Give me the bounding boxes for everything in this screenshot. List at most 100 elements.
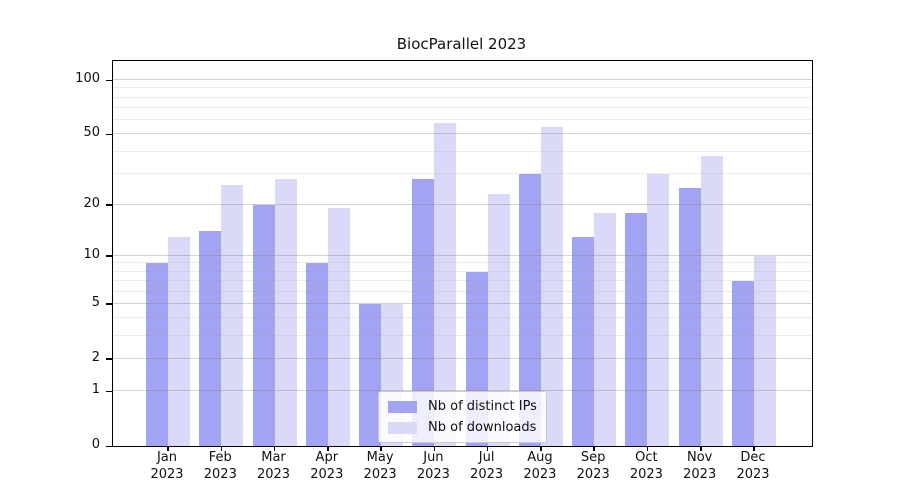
gridline-minor-90 [113, 87, 812, 89]
y-tick-0 [105, 445, 112, 447]
gridline-minor-3 [113, 335, 812, 337]
y-tick-label-2: 2 [91, 349, 100, 365]
x-label-year: 2023 [683, 466, 717, 482]
bar-nb-of-downloads-jun [434, 122, 457, 446]
gridline-minor-60 [113, 119, 812, 120]
gridline-minor-4 [113, 317, 812, 319]
x-label-month: Jun [423, 450, 444, 465]
x-tick-label-nov: Nov 2023 [673, 450, 727, 483]
x-tick-label-dec: Dec 2023 [726, 450, 780, 483]
bar-nb-of-downloads-jan [168, 236, 190, 446]
legend-entry-downloads: Nb of downloads [388, 419, 536, 436]
bar-nb-of-distinct-ips-jan [146, 263, 168, 446]
x-label-month: Nov [687, 450, 713, 465]
y-tick-2 [105, 358, 112, 360]
bar-nb-of-distinct-ips-apr [305, 263, 328, 446]
legend-label-downloads: Nb of downloads [428, 420, 537, 435]
x-label-year: 2023 [629, 466, 663, 482]
x-label-year: 2023 [203, 466, 237, 482]
gridline-minor-30 [113, 172, 812, 174]
y-tick-label-5: 5 [91, 294, 100, 310]
bar-nb-of-distinct-ips-aug [518, 173, 541, 446]
x-label-month: Apr [315, 450, 339, 465]
y-tick-label-0: 0 [91, 437, 100, 452]
y-tick-50 [105, 133, 112, 136]
x-label-year: 2023 [416, 466, 450, 482]
bar-nb-of-downloads-nov [700, 155, 723, 446]
x-tick-label-jul: Jul 2023 [460, 450, 514, 483]
x-tick-label-jun: Jun 2023 [406, 450, 460, 483]
y-tick-label-50: 50 [83, 125, 100, 141]
y-tick-10 [105, 255, 112, 257]
x-tick-label-apr: Apr 2023 [300, 450, 354, 483]
bar-nb-of-downloads-dec [753, 255, 776, 446]
y-tick-5 [105, 303, 112, 305]
x-label-year: 2023 [310, 466, 344, 482]
gridline-major-5 [113, 302, 812, 304]
legend-swatch-downloads [388, 421, 417, 434]
bar-nb-of-downloads-feb [221, 184, 244, 446]
y-tick-label-1: 1 [91, 382, 100, 397]
legend-label-distinct-ips: Nb of distinct IPs [428, 399, 537, 414]
x-tick-oct [646, 446, 649, 451]
x-tick-jul [486, 446, 489, 451]
y-tick-100 [105, 79, 112, 81]
x-tick-label-oct: Oct 2023 [619, 450, 673, 483]
y-tick-label-100: 100 [75, 71, 100, 86]
bar-nb-of-distinct-ips-sep [572, 236, 595, 446]
y-tick-label-10: 10 [83, 246, 100, 262]
bar-nb-of-downloads-sep [594, 212, 617, 446]
gridline-minor-40 [113, 150, 812, 152]
x-label-month: Dec [740, 450, 766, 465]
legend-entry-distinct-ips: Nb of distinct IPs [388, 398, 537, 415]
bar-nb-of-downloads-apr [327, 208, 350, 446]
gridline-minor-8 [113, 270, 812, 272]
bar-nb-of-distinct-ips-jun [412, 179, 435, 446]
x-label-year: 2023 [470, 466, 504, 482]
x-tick-label-feb: Feb 2023 [193, 450, 247, 483]
gridline-minor-80 [113, 96, 812, 98]
x-tick-label-may: May 2023 [353, 450, 407, 483]
x-tick-jun [433, 446, 436, 451]
gridline-minor-70 [113, 107, 812, 108]
x-tick-nov [700, 446, 702, 451]
legend-swatch-distinct-ips [388, 400, 417, 413]
bar-nb-of-downloads-aug [540, 126, 563, 446]
bar-nb-of-distinct-ips-oct [625, 212, 648, 446]
gridline-major-50 [113, 133, 812, 135]
gridline-major-100 [113, 79, 812, 80]
x-tick-jan [167, 446, 169, 451]
x-label-month: Aug [527, 450, 553, 465]
x-tick-label-aug: Aug 2023 [513, 450, 567, 483]
gridline-minor-7 [113, 280, 812, 282]
bar-nb-of-distinct-ips-nov [678, 187, 701, 446]
legend: Nb of distinct IPs Nb of downloads [378, 391, 547, 443]
x-label-year: 2023 [736, 466, 770, 482]
x-tick-dec [753, 446, 755, 451]
x-label-month: Feb [208, 450, 232, 465]
x-label-month: Sep [580, 450, 606, 465]
y-tick-label-20: 20 [83, 195, 100, 211]
gridline-minor-9 [113, 262, 812, 264]
x-label-year: 2023 [576, 466, 610, 482]
bar-nb-of-downloads-jul [487, 194, 510, 446]
x-label-month: Mar [261, 450, 286, 465]
bar-nb-of-distinct-ips-mar [252, 204, 275, 446]
plot-area: Nb of distinct IPs Nb of downloads [105, 60, 813, 451]
bar-nb-of-downloads-oct [647, 173, 670, 446]
x-tick-sep [593, 446, 595, 451]
x-tick-label-mar: Mar 2023 [247, 450, 301, 483]
x-label-year: 2023 [363, 466, 397, 482]
x-label-year: 2023 [150, 466, 184, 482]
x-label-month: Oct [635, 450, 658, 465]
bar-nb-of-downloads-mar [274, 179, 297, 446]
x-label-month: Jan [156, 450, 178, 465]
x-label-year: 2023 [256, 466, 291, 482]
bar-nb-of-distinct-ips-dec [731, 281, 754, 446]
x-tick-mar [273, 446, 276, 451]
x-tick-aug [540, 446, 542, 451]
chart-title: BiocParallel 2023 [396, 35, 527, 53]
bar-nb-of-distinct-ips-feb [199, 231, 222, 446]
gridline-major-20 [113, 203, 812, 205]
